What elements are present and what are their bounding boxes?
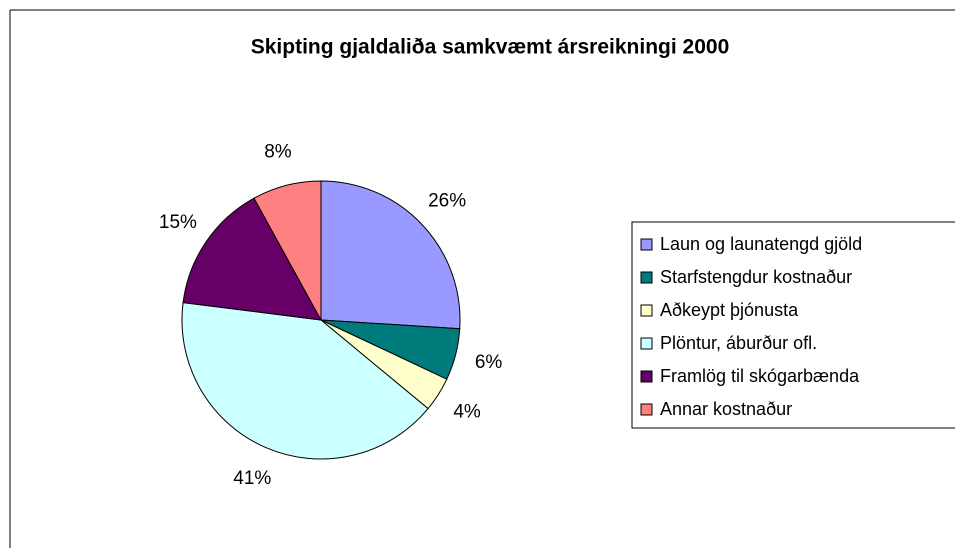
legend-swatch: [640, 304, 653, 317]
pie-slice: [181, 302, 429, 460]
legend-swatch: [640, 370, 653, 383]
pie-slice: [253, 180, 322, 321]
data-label: 8%: [264, 141, 292, 162]
data-label: 41%: [233, 468, 271, 489]
data-label: 15%: [159, 212, 197, 233]
legend-label: Plöntur, áburður ofl.: [660, 333, 817, 353]
legend-swatch: [640, 337, 653, 350]
legend-label: Starfstengdur kostnaður: [660, 267, 852, 287]
legend-label: Annar kostnaður: [660, 399, 792, 419]
legend-label: Framlög til skógarbænda: [660, 366, 860, 386]
legend-label: Aðkeypt þjónusta: [660, 300, 799, 320]
pie-slice: [320, 180, 461, 330]
legend-box: [631, 221, 955, 429]
legend-swatch: [640, 271, 653, 284]
data-label: 26%: [428, 191, 466, 212]
chart-title: Skipting gjaldaliða samkvæmt ársreikning…: [251, 36, 730, 59]
legend-swatch: [640, 238, 653, 251]
data-label: 4%: [453, 402, 481, 423]
pie-slice: [182, 197, 322, 321]
legend-swatch: [640, 403, 653, 416]
data-label: 6%: [475, 352, 503, 373]
legend-label: Laun og launatengd gjöld: [660, 234, 862, 254]
